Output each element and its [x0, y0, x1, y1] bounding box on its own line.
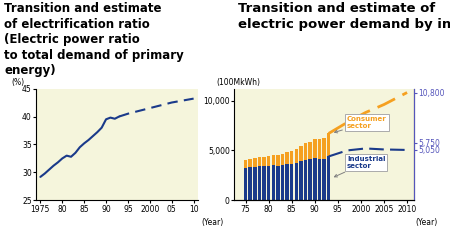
Bar: [318, 139, 321, 159]
Text: Industrial
sector: Industrial sector: [334, 156, 386, 177]
Bar: [281, 154, 284, 165]
Bar: [258, 166, 261, 200]
Bar: [308, 159, 312, 200]
Bar: [304, 160, 307, 200]
Bar: [276, 155, 279, 166]
Text: Transition and estimate of
electric power demand by industry: Transition and estimate of electric powe…: [238, 2, 450, 31]
Bar: [299, 161, 303, 200]
Bar: [313, 158, 316, 200]
Bar: [304, 144, 307, 160]
Bar: [248, 168, 252, 200]
Bar: [322, 159, 326, 200]
Bar: [267, 166, 270, 200]
Bar: [322, 138, 326, 159]
Text: (100MkWh): (100MkWh): [216, 79, 260, 87]
Bar: [295, 163, 298, 200]
Bar: [308, 142, 312, 159]
Bar: [290, 151, 293, 164]
Bar: [262, 166, 266, 200]
Bar: [313, 140, 316, 158]
Bar: [318, 159, 321, 200]
Bar: [244, 161, 247, 168]
Bar: [253, 167, 256, 200]
Bar: [258, 157, 261, 166]
Bar: [262, 157, 266, 166]
Bar: [295, 149, 298, 163]
Text: (%): (%): [12, 79, 25, 87]
Bar: [271, 155, 275, 165]
Bar: [267, 156, 270, 166]
Text: (Year): (Year): [201, 218, 224, 227]
Bar: [285, 152, 289, 164]
Bar: [290, 164, 293, 200]
Bar: [281, 165, 284, 200]
Bar: [248, 159, 252, 168]
Bar: [285, 164, 289, 200]
Text: Transition and estimate
of electrification ratio
(Electric power ratio
to total : Transition and estimate of electrificati…: [4, 2, 184, 77]
Bar: [299, 147, 303, 161]
Text: (Year): (Year): [415, 218, 437, 227]
Bar: [253, 158, 256, 167]
Bar: [327, 156, 330, 200]
Bar: [271, 165, 275, 200]
Bar: [327, 134, 330, 156]
Bar: [276, 166, 279, 200]
Text: Consumer
sector: Consumer sector: [335, 116, 387, 133]
Bar: [244, 168, 247, 200]
